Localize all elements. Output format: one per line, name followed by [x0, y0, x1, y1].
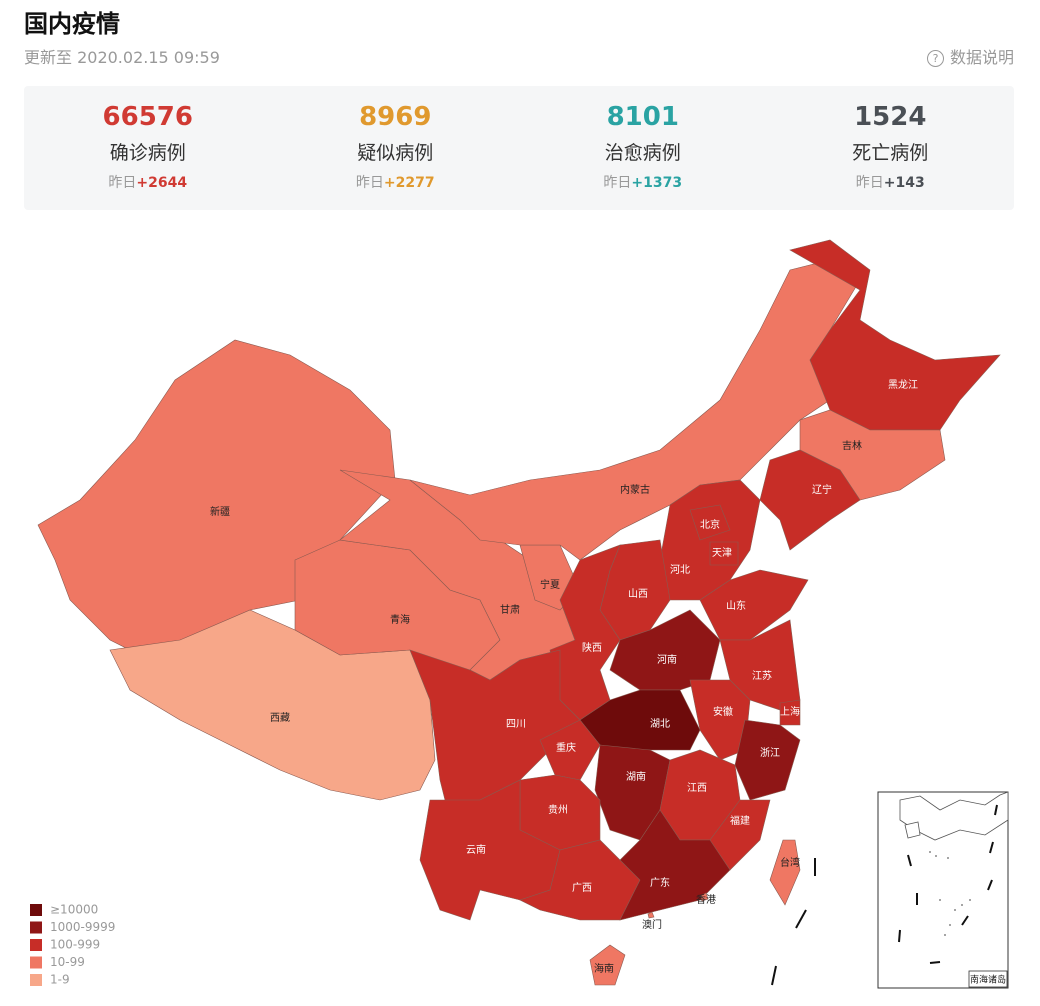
inset-label-box	[968, 970, 1008, 988]
province-label: 福建	[730, 814, 750, 827]
province-label: 宁夏	[540, 578, 560, 591]
province-label: 安徽	[713, 705, 733, 718]
stat-delta-row: 昨日+2644	[24, 172, 272, 192]
inset-label: 南海诸岛	[970, 974, 1006, 986]
province-label: 澳门	[642, 918, 662, 931]
update-time: 更新至 2020.02.15 09:59	[24, 48, 220, 67]
province-label: 广西	[572, 882, 592, 894]
province-label: 江西	[687, 782, 707, 794]
stat-delta: +2277	[383, 175, 435, 191]
stat-card: 1524 死亡病例昨日+143	[767, 86, 1015, 210]
province-label: 重庆	[556, 741, 576, 754]
province	[619, 809, 731, 921]
stat-label: 死亡病例	[852, 142, 929, 164]
province-label: 云南	[466, 843, 486, 856]
help-text[interactable]: 数据说明	[949, 48, 1014, 67]
province	[759, 449, 861, 551]
province-label: 广东	[650, 876, 670, 889]
province	[539, 719, 601, 781]
title: 国内疫情	[24, 10, 120, 38]
stat-label: 疑似病例	[357, 142, 434, 164]
legend-label: 1-9	[50, 973, 70, 987]
legend-label: 1000-9999	[50, 920, 115, 934]
stat-delta-row: 昨日+143	[767, 172, 1015, 192]
province-label: 西藏	[270, 712, 290, 724]
province	[789, 239, 1001, 431]
delta-prefix: 昨日	[108, 175, 137, 191]
province-label: 浙江	[760, 747, 780, 759]
legend-label: ≥10000	[50, 903, 98, 917]
province	[709, 541, 739, 566]
province-label: 江苏	[752, 669, 772, 682]
province-label: 黑龙江	[888, 378, 918, 391]
stat-delta: +143	[883, 175, 925, 191]
stat-card: 66576 确诊病例昨日+2644	[24, 86, 272, 210]
province	[549, 544, 621, 721]
province-label: 湖南	[626, 770, 646, 783]
help-icon: ?	[926, 50, 944, 67]
inset-dashes	[771, 804, 998, 986]
stat-label: 治愈病例	[604, 142, 681, 164]
stats-panel: 66576 确诊病例 昨日+2644 8969 疑似病例 昨日+2277 8101 治愈病例昨…	[24, 86, 1014, 210]
province-label: 海南	[594, 962, 614, 975]
province	[699, 892, 709, 902]
province-label: 贵州	[548, 803, 568, 816]
delta-prefix: 昨日	[603, 175, 632, 191]
province	[769, 839, 801, 906]
stat-value: 8101	[606, 102, 679, 132]
stat-delta: +1373	[631, 175, 683, 191]
province-label: 吉林	[842, 439, 862, 452]
province-label: 香港	[696, 894, 716, 906]
inset-island	[904, 821, 921, 839]
province	[779, 699, 801, 726]
province	[589, 944, 626, 986]
legend-swatch	[30, 904, 42, 916]
province-label: 上海	[780, 705, 800, 718]
province-label: 湖北	[650, 718, 670, 730]
province-label: 山东	[726, 599, 746, 612]
delta-prefix: 昨日	[855, 175, 884, 191]
province-label: 北京	[700, 518, 720, 531]
province-label: 甘肃	[500, 603, 520, 616]
province-label: 河北	[670, 564, 690, 576]
legend-swatch	[30, 974, 42, 986]
province-label: 四川	[506, 719, 526, 730]
province-label: 辽宁	[812, 483, 832, 496]
stat-delta: +2644	[136, 175, 188, 191]
stat-card: 8101 治愈病例昨日+1373	[519, 86, 767, 210]
inset-islands	[929, 851, 971, 936]
stat-value: 8969	[359, 102, 432, 132]
stat-delta-row: 昨日+2277	[272, 172, 520, 192]
province-label: 山西	[628, 588, 648, 600]
stat-label: 确诊病例	[109, 142, 186, 164]
province-label: 内蒙古	[620, 483, 650, 496]
legend-swatch	[30, 939, 42, 951]
province	[689, 504, 731, 541]
legend-swatch	[30, 956, 42, 969]
province-label: 天津	[712, 547, 732, 559]
legend-label: 10-99	[50, 955, 85, 969]
province	[799, 409, 946, 501]
province	[109, 609, 436, 801]
stat-card: 8969 疑似病例昨日+2277	[272, 86, 520, 210]
stat-delta-row: 昨日+1373	[519, 172, 767, 192]
help-link[interactable]: ? 数据说明	[926, 44, 1014, 68]
province-label: 台湾	[780, 856, 800, 869]
province-label: 河南	[657, 653, 677, 666]
stat-value: 1524	[854, 102, 927, 132]
province	[647, 911, 655, 919]
stat-value: 66576	[102, 102, 193, 132]
province	[734, 719, 801, 801]
province-label: 陕西	[582, 641, 602, 654]
province-label: 青海	[390, 613, 410, 626]
legend-swatch	[30, 921, 42, 934]
legend-label: 100-999	[50, 938, 100, 952]
province-label: 新疆	[210, 505, 230, 518]
delta-prefix: 昨日	[355, 175, 384, 191]
